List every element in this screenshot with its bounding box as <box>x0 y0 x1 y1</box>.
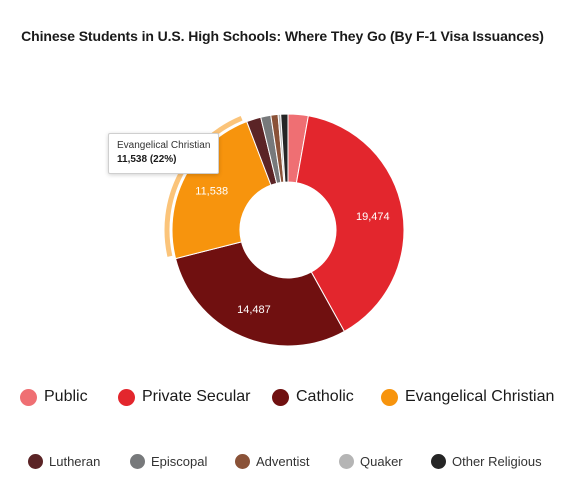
legend-swatch-lutheran <box>28 454 43 469</box>
legend-label-evangelical-christian: Evangelical Christian <box>405 388 555 405</box>
slice-highlight-halo <box>164 115 243 257</box>
data-label-evangelical-christian: 11,538 <box>195 185 228 197</box>
slice-catholic[interactable] <box>174 241 345 347</box>
legend-item-quaker[interactable]: Quaker <box>339 454 403 469</box>
legend-item-episcopal[interactable]: Episcopal <box>130 454 207 469</box>
slice-other-religious[interactable] <box>280 113 289 183</box>
legend-swatch-catholic <box>272 388 289 406</box>
legend-label-private-secular: Private Secular <box>142 388 251 405</box>
legend-label-episcopal: Episcopal <box>151 454 208 469</box>
tooltip-value: 11,538 (22%) <box>117 154 177 165</box>
legend-label-catholic: Catholic <box>296 388 354 405</box>
tooltip-label: Evangelical Christian <box>117 140 211 151</box>
legend-item-catholic[interactable]: Catholic <box>272 388 354 406</box>
legend-item-adventist[interactable]: Adventist <box>235 454 309 469</box>
legend-swatch-episcopal <box>130 454 145 469</box>
slice-evangelical-christian[interactable] <box>171 120 272 260</box>
data-label-catholic: 14,487 <box>237 304 271 316</box>
legend-item-other-religious[interactable]: Other Religious <box>431 454 542 469</box>
legend-swatch-adventist <box>235 454 250 469</box>
legend-label-lutheran: Lutheran <box>49 454 101 469</box>
legend-item-lutheran[interactable]: Lutheran <box>28 454 100 469</box>
chart-title: Chinese Students in U.S. High Schools: W… <box>21 28 544 44</box>
legend-swatch-public <box>20 388 37 406</box>
legend-swatch-private-secular <box>118 388 135 406</box>
legend-label-public: Public <box>44 388 88 405</box>
slice-private-secular[interactable] <box>295 115 405 333</box>
data-label-private-secular: 19,474 <box>356 211 390 223</box>
legend-label-quaker: Quaker <box>360 454 403 469</box>
legend-label-other-religious: Other Religious <box>452 454 542 469</box>
legend-label-adventist: Adventist <box>256 454 310 469</box>
legend-item-public[interactable]: Public <box>20 388 88 406</box>
tooltip: Evangelical Christian 11,538 (22%) <box>108 133 220 174</box>
legend-item-evangelical-christian[interactable]: Evangelical Christian <box>381 388 554 406</box>
legend-swatch-quaker <box>339 454 354 469</box>
legend-item-private-secular[interactable]: Private Secular <box>118 388 251 406</box>
legend-swatch-other-religious <box>431 454 446 469</box>
legend-swatch-evangelical-christian <box>381 388 398 406</box>
